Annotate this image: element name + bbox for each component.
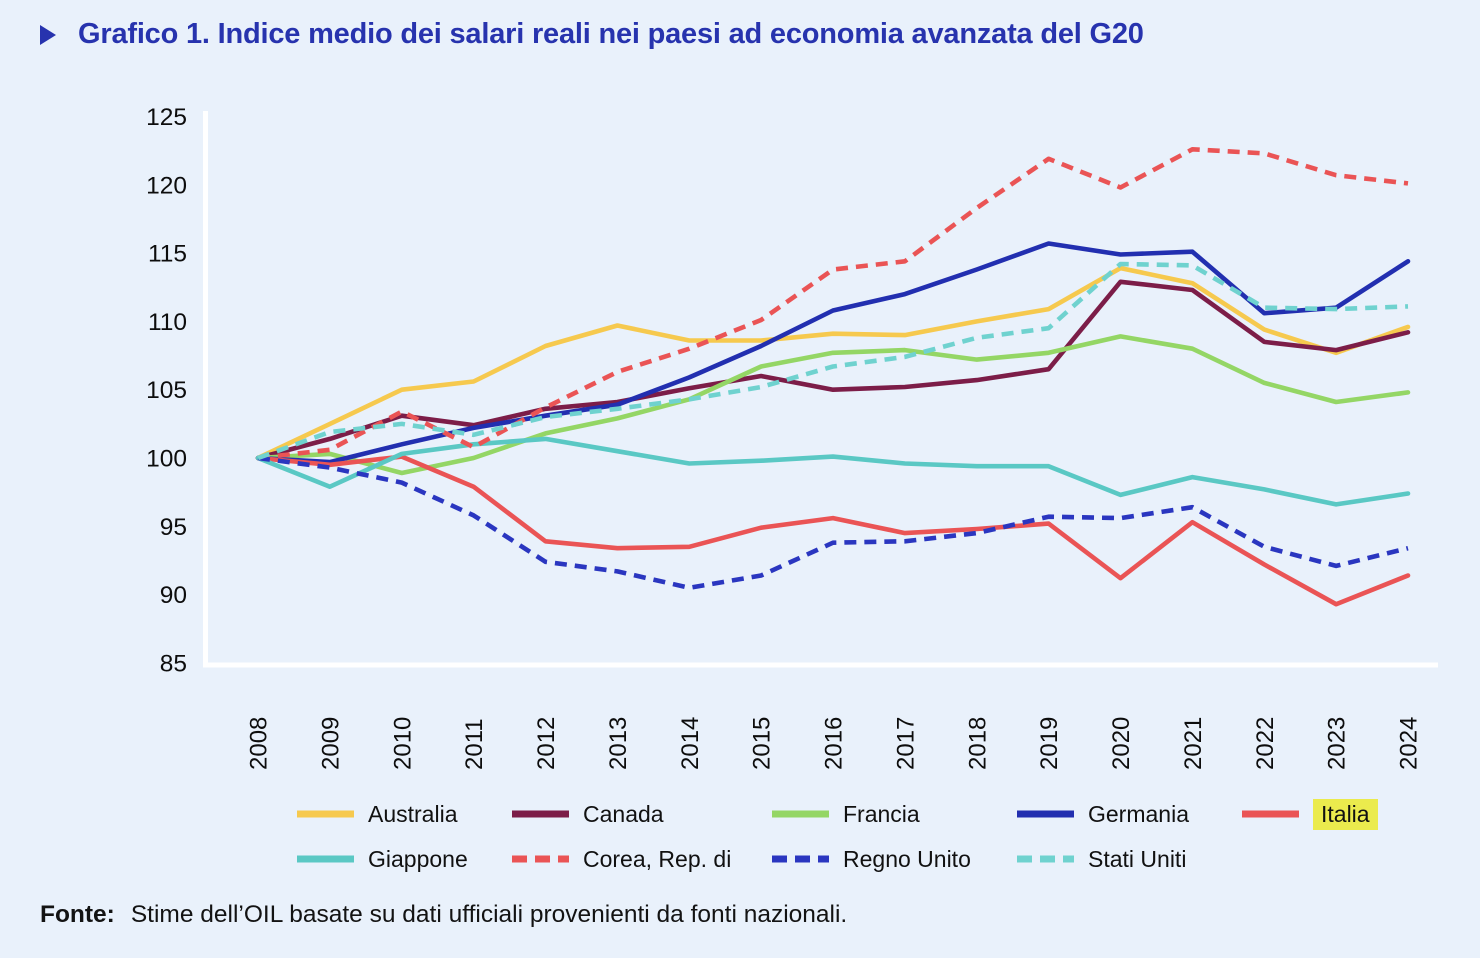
legend-item-australia: Australia — [297, 799, 457, 829]
series-line-canada — [255, 279, 1411, 461]
legend-swatch-stati-uniti — [1017, 855, 1074, 863]
x-tick-label: 2010 — [389, 717, 416, 770]
legend-label-giappone: Giappone — [368, 845, 468, 872]
legend-swatch-canada — [512, 810, 569, 818]
x-tick-labels: 2008 2009 2010 2011 2012 2013 2014 2015 2016 2017… — [246, 717, 1423, 770]
x-tick-label: 2020 — [1108, 717, 1135, 770]
series-line-stati-uniti — [257, 261, 1409, 461]
y-tick-label: 85 — [160, 650, 187, 677]
x-tick-label: 2012 — [533, 717, 560, 770]
series-line-giappone — [255, 436, 1411, 507]
title-arrow-icon — [40, 24, 56, 45]
legend-swatch-giappone — [297, 855, 354, 863]
chart-legend: Australia Canada Francia Germania Italia… — [0, 0, 1480, 872]
x-tick-label: 2022 — [1252, 717, 1279, 770]
figure-title-row: Grafico 1. Indice medio dei salari reali… — [40, 18, 1440, 51]
series-line-regno-unito — [257, 455, 1409, 591]
x-tick-label: 2019 — [1036, 717, 1063, 770]
x-tick-label: 2009 — [317, 717, 344, 770]
x-tick-label: 2021 — [1180, 717, 1207, 770]
legend-item-canada: Canada — [512, 799, 664, 829]
x-tick-label: 2024 — [1396, 717, 1423, 770]
legend-label-italia: Italia — [1313, 798, 1378, 830]
y-tick-label: 115 — [148, 241, 187, 268]
source-note: Fonte: Stime dell’OIL basate su dati uffi… — [40, 901, 1440, 929]
legend-label-stati-uniti: Stati Uniti — [1088, 845, 1187, 872]
series-line-australia — [255, 265, 1411, 461]
x-tick-label: 2013 — [605, 717, 632, 770]
source-text: Stime dell’OIL basate su dati ufficiali … — [130, 901, 848, 928]
legend-swatch-regno-unito — [772, 855, 829, 863]
legend-item-stati-uniti: Stati Uniti — [1017, 844, 1186, 874]
x-tick-label: 2015 — [749, 717, 776, 770]
x-tick-label: 2016 — [821, 717, 848, 770]
x-tick-label: 2014 — [677, 717, 704, 770]
legend-swatch-corea-rep-di — [512, 855, 569, 863]
y-tick-labels: 85 90 95 100 105 110 115 120 125 — [146, 104, 187, 677]
legend-item-corea-rep-di: Corea, Rep. di — [512, 844, 731, 874]
series-line-corea-rep-di — [257, 147, 1409, 461]
source-label: Fonte: — [40, 901, 115, 928]
y-tick-label: 90 — [160, 582, 187, 609]
y-tick-label: 110 — [148, 309, 187, 336]
series-line-italia — [255, 454, 1411, 607]
page-title: Grafico 1. Indice medio dei salari reali… — [78, 18, 1144, 50]
legend-label-germania: Germania — [1088, 800, 1189, 827]
y-tick-label: 120 — [146, 172, 187, 199]
legend-swatch-germania — [1017, 810, 1074, 818]
legend-item-germania: Germania — [1017, 799, 1189, 829]
legend-swatch-australia — [297, 810, 354, 818]
y-tick-label: 95 — [160, 514, 187, 541]
legend-label-francia: Francia — [843, 800, 920, 827]
legend-label-regno-unito: Regno Unito — [843, 845, 971, 872]
x-tick-label: 2018 — [964, 717, 991, 770]
legend-label-australia: Australia — [368, 800, 458, 827]
legend-item-giappone: Giappone — [297, 844, 468, 874]
legend-item-francia: Francia — [772, 799, 920, 829]
legend-swatch-italia — [1242, 810, 1299, 818]
y-tick-label: 100 — [146, 446, 187, 473]
y-tick-label: 105 — [146, 377, 187, 404]
x-tick-label: 2008 — [246, 717, 273, 770]
x-tick-label: 2023 — [1324, 717, 1351, 770]
legend-item-italia: Italia — [1242, 798, 1378, 830]
legend-label-corea-rep-di: Corea, Rep. di — [583, 845, 732, 872]
legend-item-regno-unito: Regno Unito — [772, 844, 971, 874]
x-tick-label: 2017 — [892, 717, 919, 770]
legend-swatch-francia — [772, 810, 829, 818]
series-line-francia — [255, 334, 1411, 476]
legend-label-canada: Canada — [583, 800, 664, 827]
y-tick-label: 125 — [146, 104, 187, 131]
x-tick-label: 2011 — [461, 718, 488, 770]
